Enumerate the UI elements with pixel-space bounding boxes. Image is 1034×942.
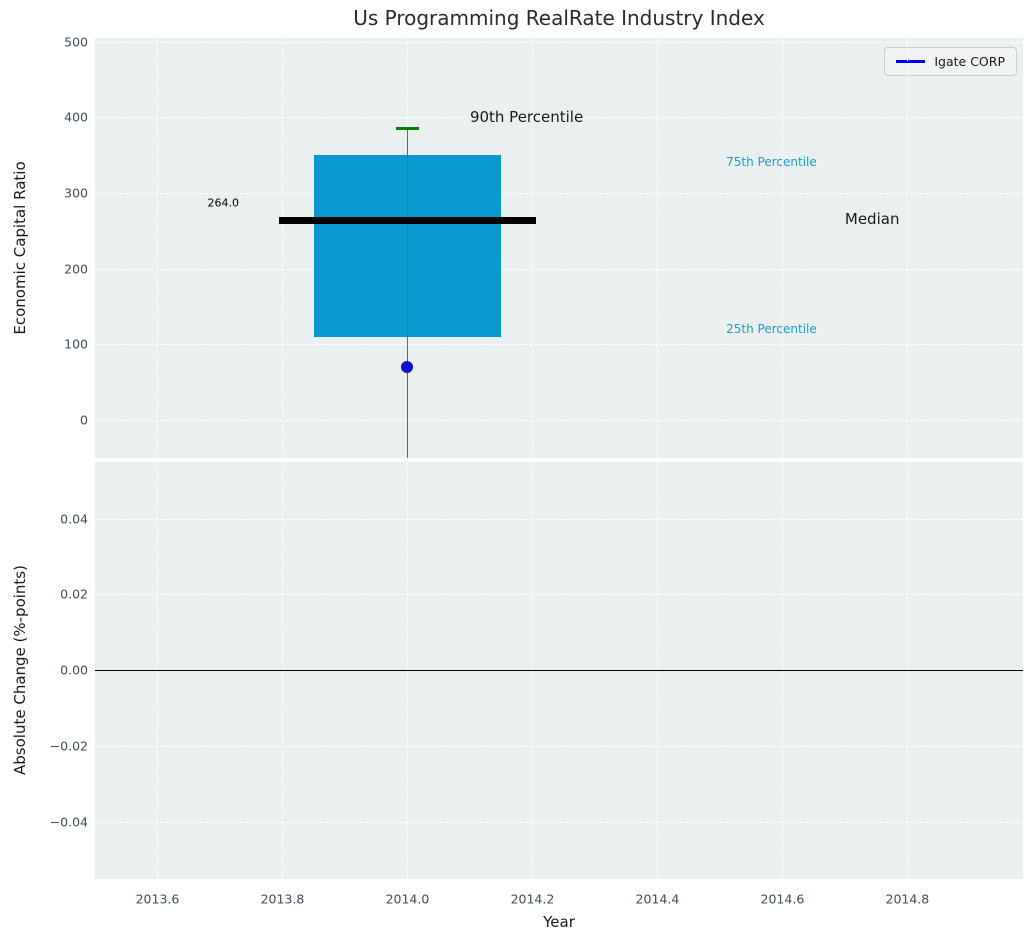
bottom-axes	[95, 462, 1023, 879]
y-tick-label: 300	[64, 185, 88, 201]
bottom-y-axis-label: Absolute Change (%-points)	[11, 565, 29, 775]
p90-label: 90th Percentile	[469, 108, 584, 127]
median-line	[279, 216, 536, 224]
x-tick-label: 2014.0	[385, 891, 430, 907]
median-value-label: 264.0	[207, 196, 239, 210]
y-tick-label: −0.04	[49, 814, 88, 830]
gridline-horizontal	[95, 518, 1023, 520]
gridline-horizontal	[95, 117, 1023, 119]
gridline-vertical	[657, 38, 659, 458]
p75-label: 75th Percentile	[726, 154, 817, 169]
x-tick-label: 2014.6	[760, 891, 805, 907]
x-tick-label: 2014.8	[885, 891, 930, 907]
x-tick-label: 2013.6	[135, 891, 180, 907]
legend-line-swatch	[896, 60, 926, 63]
y-tick-label: 0.00	[60, 662, 88, 678]
gridline-horizontal	[95, 419, 1023, 421]
gridline-horizontal	[95, 822, 1023, 824]
gridline-vertical	[907, 38, 909, 458]
company-point	[401, 360, 414, 373]
gridline-vertical	[282, 38, 284, 458]
x-axis-label: Year	[543, 913, 575, 931]
y-tick-label: 0.04	[60, 511, 88, 527]
x-tick-label: 2014.4	[635, 891, 680, 907]
gridline-horizontal	[95, 192, 1023, 194]
p25-label: 25th Percentile	[726, 322, 817, 337]
y-tick-label: 100	[64, 336, 88, 352]
gridline-vertical	[782, 38, 784, 458]
top-axes: Igate CORP 264.0 90th Percentile 75th Perc…	[95, 38, 1023, 458]
gridline-vertical	[532, 38, 534, 458]
y-tick-label: 200	[64, 261, 88, 277]
median-label: Median	[844, 209, 900, 228]
gridline-horizontal	[95, 344, 1023, 346]
legend-label: Igate CORP	[934, 54, 1005, 69]
whisker-line	[406, 128, 409, 458]
p90-cap	[396, 127, 419, 131]
gridline-horizontal	[95, 746, 1023, 748]
x-tick-label: 2014.2	[510, 891, 555, 907]
gridline-horizontal	[95, 41, 1023, 43]
legend: Igate CORP	[884, 47, 1017, 76]
gridline-horizontal	[95, 594, 1023, 596]
gridline-vertical	[157, 38, 159, 458]
y-tick-label: 400	[64, 109, 88, 125]
chart-title: Us Programming RealRate Industry Index	[353, 6, 765, 30]
zero-line	[95, 669, 1023, 672]
gridline-horizontal	[95, 268, 1023, 270]
y-tick-label: 0	[80, 412, 88, 428]
top-y-axis-label: Economic Capital Ratio	[11, 161, 29, 335]
y-tick-label: 0.02	[60, 586, 88, 602]
x-tick-label: 2013.8	[260, 891, 305, 907]
y-tick-label: −0.02	[49, 738, 88, 754]
y-tick-label: 500	[64, 34, 88, 50]
